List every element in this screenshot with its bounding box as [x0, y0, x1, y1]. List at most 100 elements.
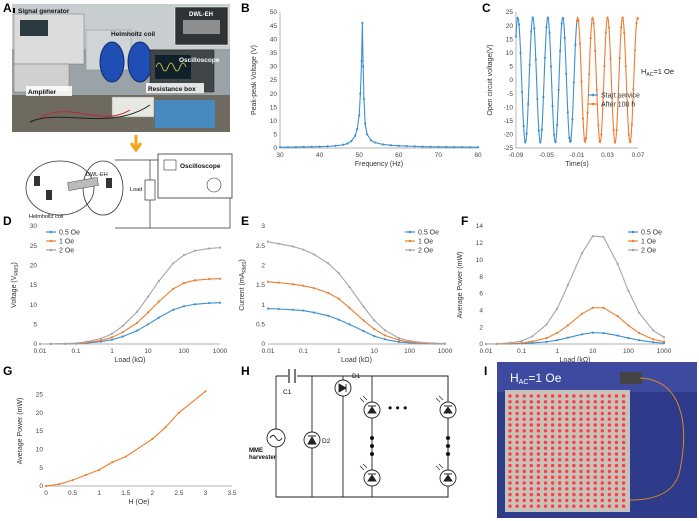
y-tick-label: 20	[506, 23, 514, 30]
y-tick-label: 2.5	[256, 243, 265, 250]
lit-led	[515, 458, 519, 462]
lit-led	[536, 400, 541, 404]
lit-led	[543, 481, 548, 485]
data-point	[64, 342, 67, 345]
black-cable	[29, 104, 151, 123]
lit-led	[529, 475, 533, 479]
data-point	[218, 246, 222, 249]
lit-led	[550, 400, 555, 404]
lit-led	[543, 475, 548, 479]
lit-led	[508, 463, 512, 468]
label-c1: C1	[283, 389, 292, 396]
lit-led	[572, 492, 576, 497]
data-point	[100, 339, 103, 342]
y-tick-label: 15	[36, 428, 44, 435]
data-point	[182, 254, 186, 257]
lit-led	[515, 469, 519, 474]
label-oscilloscope: Oscilloscope	[179, 57, 220, 64]
lit-led	[614, 411, 619, 416]
lit-led	[522, 475, 526, 479]
lit-led	[550, 434, 555, 439]
lit-led	[572, 434, 576, 439]
lit-led	[614, 440, 619, 445]
lit-led	[586, 446, 590, 450]
y-tick-label: 4	[479, 307, 483, 314]
lit-led	[558, 394, 562, 398]
chart-power-vs-field: 0 5 10 15 20 25 0 0.5 1 1.5 2 2.5 3 3.5 H (Oe) Average …	[17, 390, 237, 506]
data-point	[433, 342, 436, 345]
lit-led	[543, 417, 548, 421]
data-point	[540, 128, 543, 131]
lit-led	[586, 394, 590, 398]
lit-led	[621, 411, 626, 416]
data-point	[359, 92, 362, 95]
data-point	[373, 319, 376, 322]
data-point	[318, 145, 321, 148]
lit-led	[550, 411, 555, 416]
data-point	[662, 336, 666, 339]
led-grid	[508, 394, 626, 508]
data-point	[542, 95, 545, 99]
data-point	[461, 145, 464, 149]
y-axis-label-main: Peak-peak Voltage (V)	[251, 45, 258, 115]
lit-led	[614, 475, 619, 479]
lit-led	[614, 429, 619, 433]
lit-led	[586, 504, 590, 508]
lit-led	[529, 469, 533, 474]
lit-led	[607, 469, 612, 474]
panel-b: B 0 5 10 15 20 25 30 35 40 45 50 30 40 50 60 70 80 Freque…	[241, 1, 482, 168]
y-tick-label: 15	[30, 282, 38, 289]
x-tick-label: 40	[316, 152, 324, 159]
label-helmholtz-coil: Helmholtz coil	[111, 31, 155, 38]
data-point	[662, 340, 666, 343]
lit-led	[593, 411, 597, 416]
data-point	[364, 122, 367, 125]
data-point	[638, 331, 641, 335]
y-tick-label: 45	[270, 23, 278, 30]
data-point	[413, 145, 416, 148]
data-point	[589, 37, 592, 40]
data-point	[100, 337, 103, 340]
lit-led	[579, 463, 583, 468]
lit-led	[550, 446, 555, 450]
y-axis-label: Average Power (mW)	[17, 398, 24, 465]
data-point	[291, 245, 294, 248]
lit-led	[565, 452, 569, 456]
data-point	[85, 340, 88, 343]
data-point	[358, 114, 361, 117]
lit-led	[550, 394, 555, 398]
dot	[370, 452, 374, 456]
data-point	[110, 338, 114, 341]
lit-led	[607, 440, 612, 445]
lit-led	[522, 417, 526, 421]
data-point	[557, 88, 560, 91]
data-point	[566, 324, 570, 327]
lit-led	[565, 394, 569, 398]
data-point	[294, 145, 297, 149]
data-point	[551, 104, 554, 107]
data-point	[545, 340, 548, 343]
data-point	[580, 333, 584, 336]
lit-led	[600, 487, 604, 491]
data-point	[312, 311, 316, 314]
data-point	[520, 90, 524, 93]
data-point	[552, 133, 556, 136]
lit-led	[579, 400, 583, 404]
lit-led	[593, 400, 597, 404]
lit-led	[593, 504, 597, 508]
data-point	[419, 341, 422, 344]
x-tick-label: 80	[474, 152, 482, 159]
lit-led	[607, 400, 612, 404]
data-point	[600, 133, 603, 136]
lit-led	[593, 440, 597, 445]
lit-led	[529, 504, 533, 508]
data-point	[554, 140, 557, 144]
legend-marker	[631, 239, 635, 243]
data-point	[609, 57, 612, 60]
lit-led	[565, 475, 569, 479]
lit-led	[607, 487, 612, 491]
data-point	[602, 306, 605, 309]
lit-led	[586, 452, 590, 456]
lit-led	[565, 400, 569, 404]
panel-c-letter: C	[482, 1, 491, 15]
